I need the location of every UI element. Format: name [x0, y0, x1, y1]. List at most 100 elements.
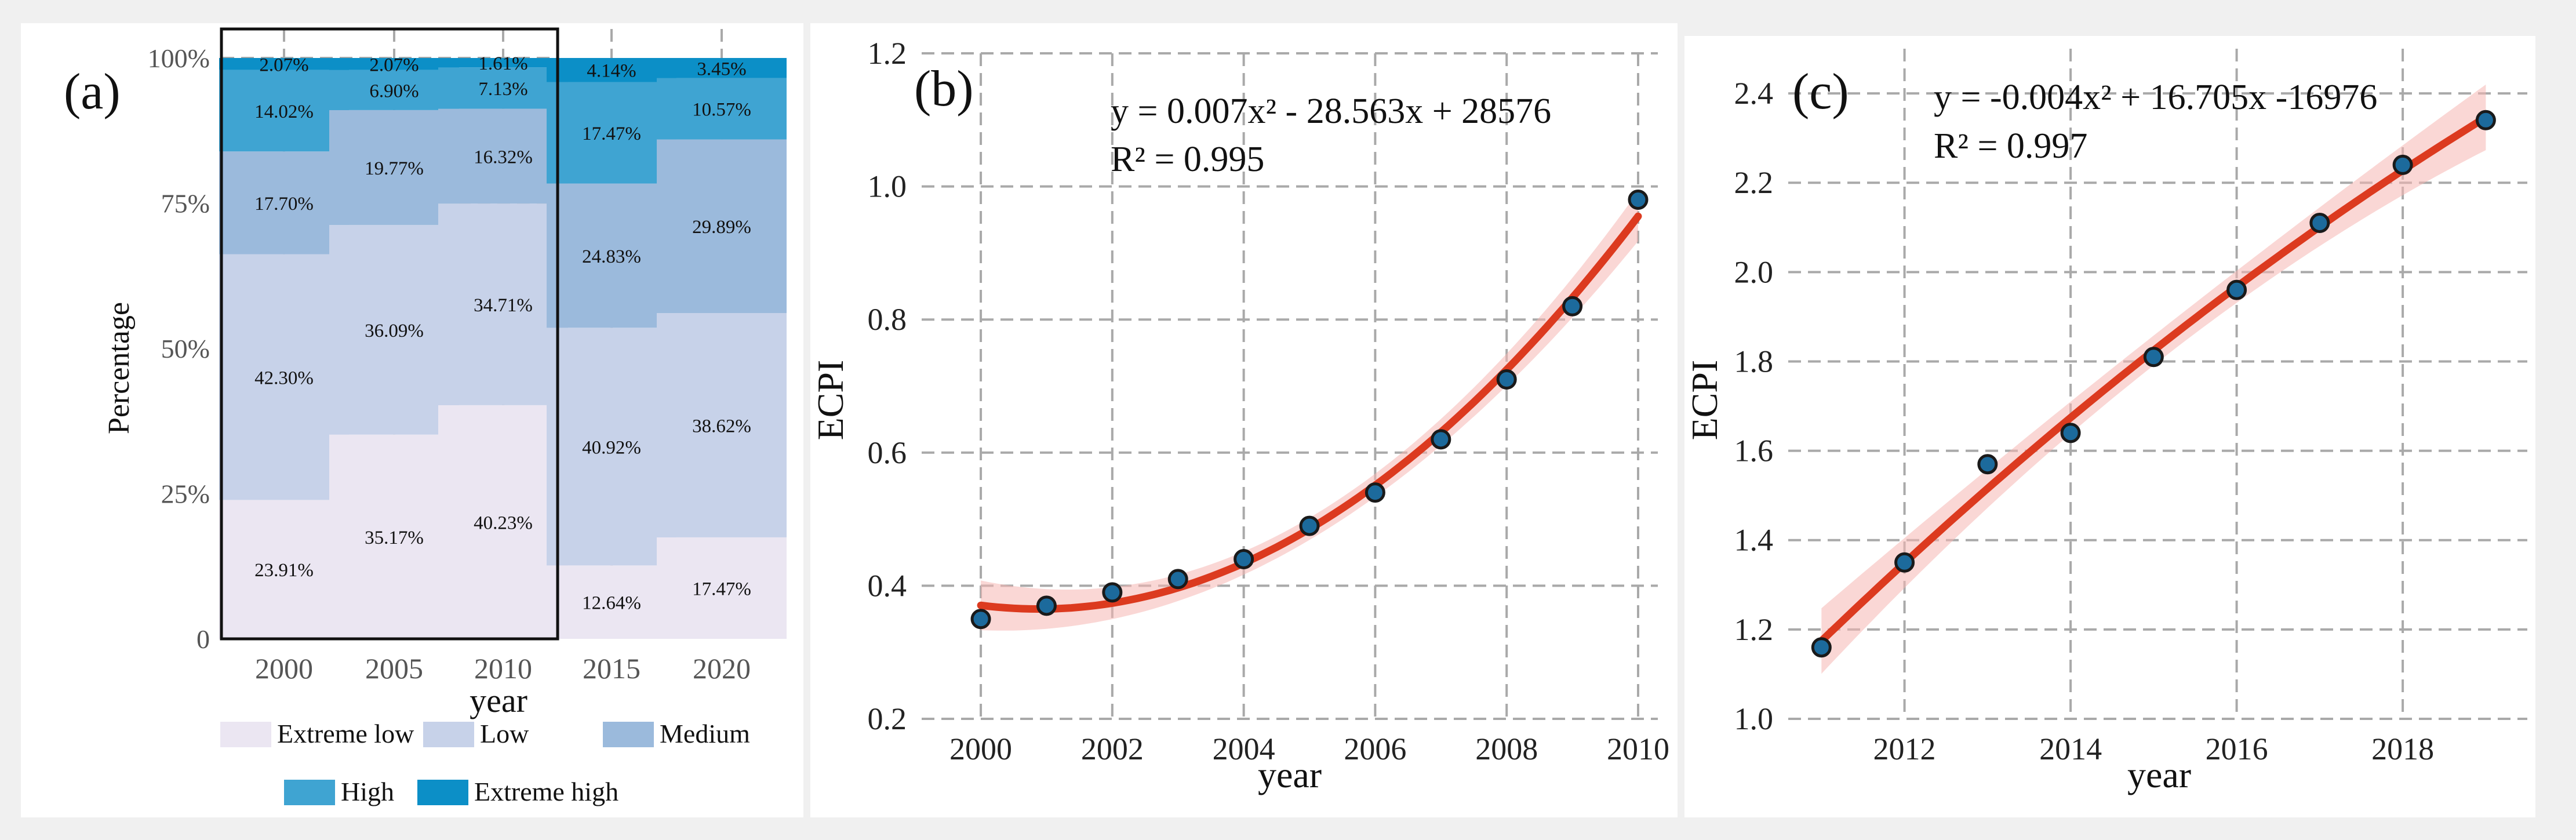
panel-a-segment-label: 2.07%: [369, 54, 419, 75]
panel-a-segment-label: 38.62%: [692, 416, 751, 437]
panel-a-legend-swatch: [220, 722, 271, 747]
b-data-point: [1365, 482, 1385, 503]
c-ytick-label: 2.4: [1734, 76, 1774, 111]
panel-a-bar-segment: [219, 70, 349, 152]
panel-a-bar-segment: [657, 312, 787, 537]
panel-c-xlabel: year: [2127, 754, 2191, 795]
b-xtick-label: 2000: [949, 732, 1012, 766]
c-ytick-label: 1.6: [1734, 434, 1774, 468]
panel-a-legend-swatch: [423, 722, 474, 747]
panel-b-scatter-chart: 0.2 0.4 0.6 0.8 1.0 1.2 2000 2002 2004 2006 2008 2…: [810, 36, 1669, 795]
panel-a-bar-segment: [657, 537, 787, 639]
b-data-point: [1102, 582, 1123, 603]
panel-c-label: (c): [1792, 64, 1849, 120]
c-data-point: [1977, 454, 1998, 475]
panel-a-legend-label: Extreme low: [277, 719, 414, 748]
panel-a-ylabel: Percentage: [103, 302, 136, 434]
panel-a-xtick-label: 2010: [474, 652, 532, 685]
panel-a-segment-label: 1.61%: [478, 53, 527, 74]
panel-a-segment-label: 34.71%: [474, 295, 533, 316]
panel-b-label: (b): [914, 61, 974, 117]
panel-a-bar-segment: [329, 58, 459, 70]
b-xtick-label: 2004: [1213, 732, 1275, 766]
panel-a-segment-label: 24.83%: [582, 246, 641, 267]
panel-c-r-squared: R² = 0.997: [1934, 126, 2087, 166]
panel-a-segment-label: 19.77%: [365, 158, 424, 179]
panel-a-legend-label: Low: [480, 719, 529, 748]
panel-a-legend-label: Medium: [660, 719, 750, 748]
panel-a-segment-label: 10.57%: [692, 100, 751, 121]
b-ytick-label: 0.8: [868, 302, 907, 337]
panel-a-axes-frame: [220, 27, 559, 641]
panel-a-segment-label: 29.89%: [692, 217, 751, 238]
b-data-point: [1562, 296, 1583, 317]
panel-a-segment-label: 6.90%: [369, 81, 419, 101]
panel-a-segment-label: 17.47%: [582, 123, 641, 144]
panel-a-bar-segment: [219, 500, 349, 639]
panel-a-ytick-label: 75%: [161, 189, 210, 219]
panel-a-ytick-label: 50%: [161, 334, 210, 363]
panel-a-segment-label: 4.14%: [587, 61, 636, 82]
panel-a-bar-segment: [438, 108, 568, 204]
c-ytick-label: 2.2: [1734, 165, 1774, 200]
panel-a-segment-label: 12.64%: [582, 593, 641, 614]
b-data-point: [1628, 190, 1649, 210]
panel-a-segment-label: 14.02%: [254, 101, 314, 122]
panel-a-legend-swatch: [417, 780, 468, 805]
c-data-point: [2475, 110, 2496, 130]
c-xtick-label: 2012: [1873, 732, 1936, 766]
panel-a-bar-segment: [657, 139, 787, 313]
panel-a-segment-label: 35.17%: [365, 528, 424, 548]
panel-a-bar-segment: [438, 203, 568, 405]
panel-c-ylabel: ECPI: [1684, 360, 1725, 441]
panel-a-segment-label: 40.92%: [582, 437, 641, 458]
b-ytick-label: 0.2: [868, 701, 907, 736]
c-ytick-label: 1.4: [1734, 523, 1774, 558]
panel-a-ytick-label: 25%: [161, 479, 210, 509]
panel-a-legend-label: Extreme high: [474, 777, 618, 806]
c-ytick-label: 1.2: [1734, 612, 1774, 647]
b-ytick-label: 0.6: [868, 435, 907, 470]
b-xtick-label: 2010: [1607, 732, 1669, 766]
c-xtick-label: 2014: [2039, 732, 2102, 766]
panel-b-r-squared: R² = 0.995: [1111, 140, 1264, 179]
c-data-point: [1811, 637, 1832, 658]
panel-a-bar-segment: [438, 405, 568, 639]
panel-a-xtick-label: 2005: [365, 652, 423, 685]
c-data-point: [2226, 279, 2247, 300]
panel-a-bar-segment: [657, 78, 787, 140]
b-data-point: [1167, 569, 1188, 590]
c-ytick-label: 1.0: [1734, 701, 1774, 736]
panel-a-legend-swatch: [603, 722, 654, 747]
b-ytick-label: 0.4: [868, 568, 907, 603]
panel-a-segment-label: 2.07%: [259, 54, 308, 75]
panel-a-segment-label: 17.70%: [254, 194, 314, 214]
panel-a-bar-segment: [657, 58, 787, 78]
panel-a-ytick-label: 0: [197, 624, 210, 654]
panel-a-bar-segment: [219, 58, 349, 70]
b-ytick-label: 1.0: [868, 169, 907, 204]
c-data-point: [2143, 347, 2164, 368]
panel-a-xtick-label: 2020: [693, 652, 751, 685]
panel-a-segment-label: 23.91%: [254, 560, 314, 581]
panel-a-label: (a): [64, 64, 121, 120]
panel-a-segment-label: 17.47%: [692, 579, 751, 599]
b-xtick-label: 2006: [1344, 732, 1406, 766]
panel-a-bar-segment: [219, 254, 349, 500]
b-data-point: [970, 609, 991, 630]
panel-a-xlabel: year: [470, 682, 527, 719]
b-data-point: [1036, 595, 1057, 616]
panel-b-ylabel: ECPI: [810, 360, 851, 441]
panel-a-bar-segment: [329, 224, 459, 435]
panel-a-bar-segment: [219, 151, 349, 254]
panel-a-segment-label: 7.13%: [478, 79, 527, 100]
panel-a-bar-segment: [547, 58, 676, 82]
c-ytick-label: 2.0: [1734, 254, 1774, 289]
c-ytick-label: 1.8: [1734, 344, 1774, 379]
panel-c-scatter-chart: 1.0 1.2 1.4 1.6 1.8 2.0 2.2 2.4 2012 2014 2016 201…: [1684, 49, 2527, 795]
panel-a-legend-label: High: [341, 777, 394, 806]
panel-a-bar-segment: [329, 434, 459, 639]
panel-a-bar-segment: [329, 110, 459, 225]
panel-a-stacked-bar-chart: 23.91% 42.30% 17.70% 14.02% 2.07% 35.17% 36.09…: [64, 27, 787, 806]
